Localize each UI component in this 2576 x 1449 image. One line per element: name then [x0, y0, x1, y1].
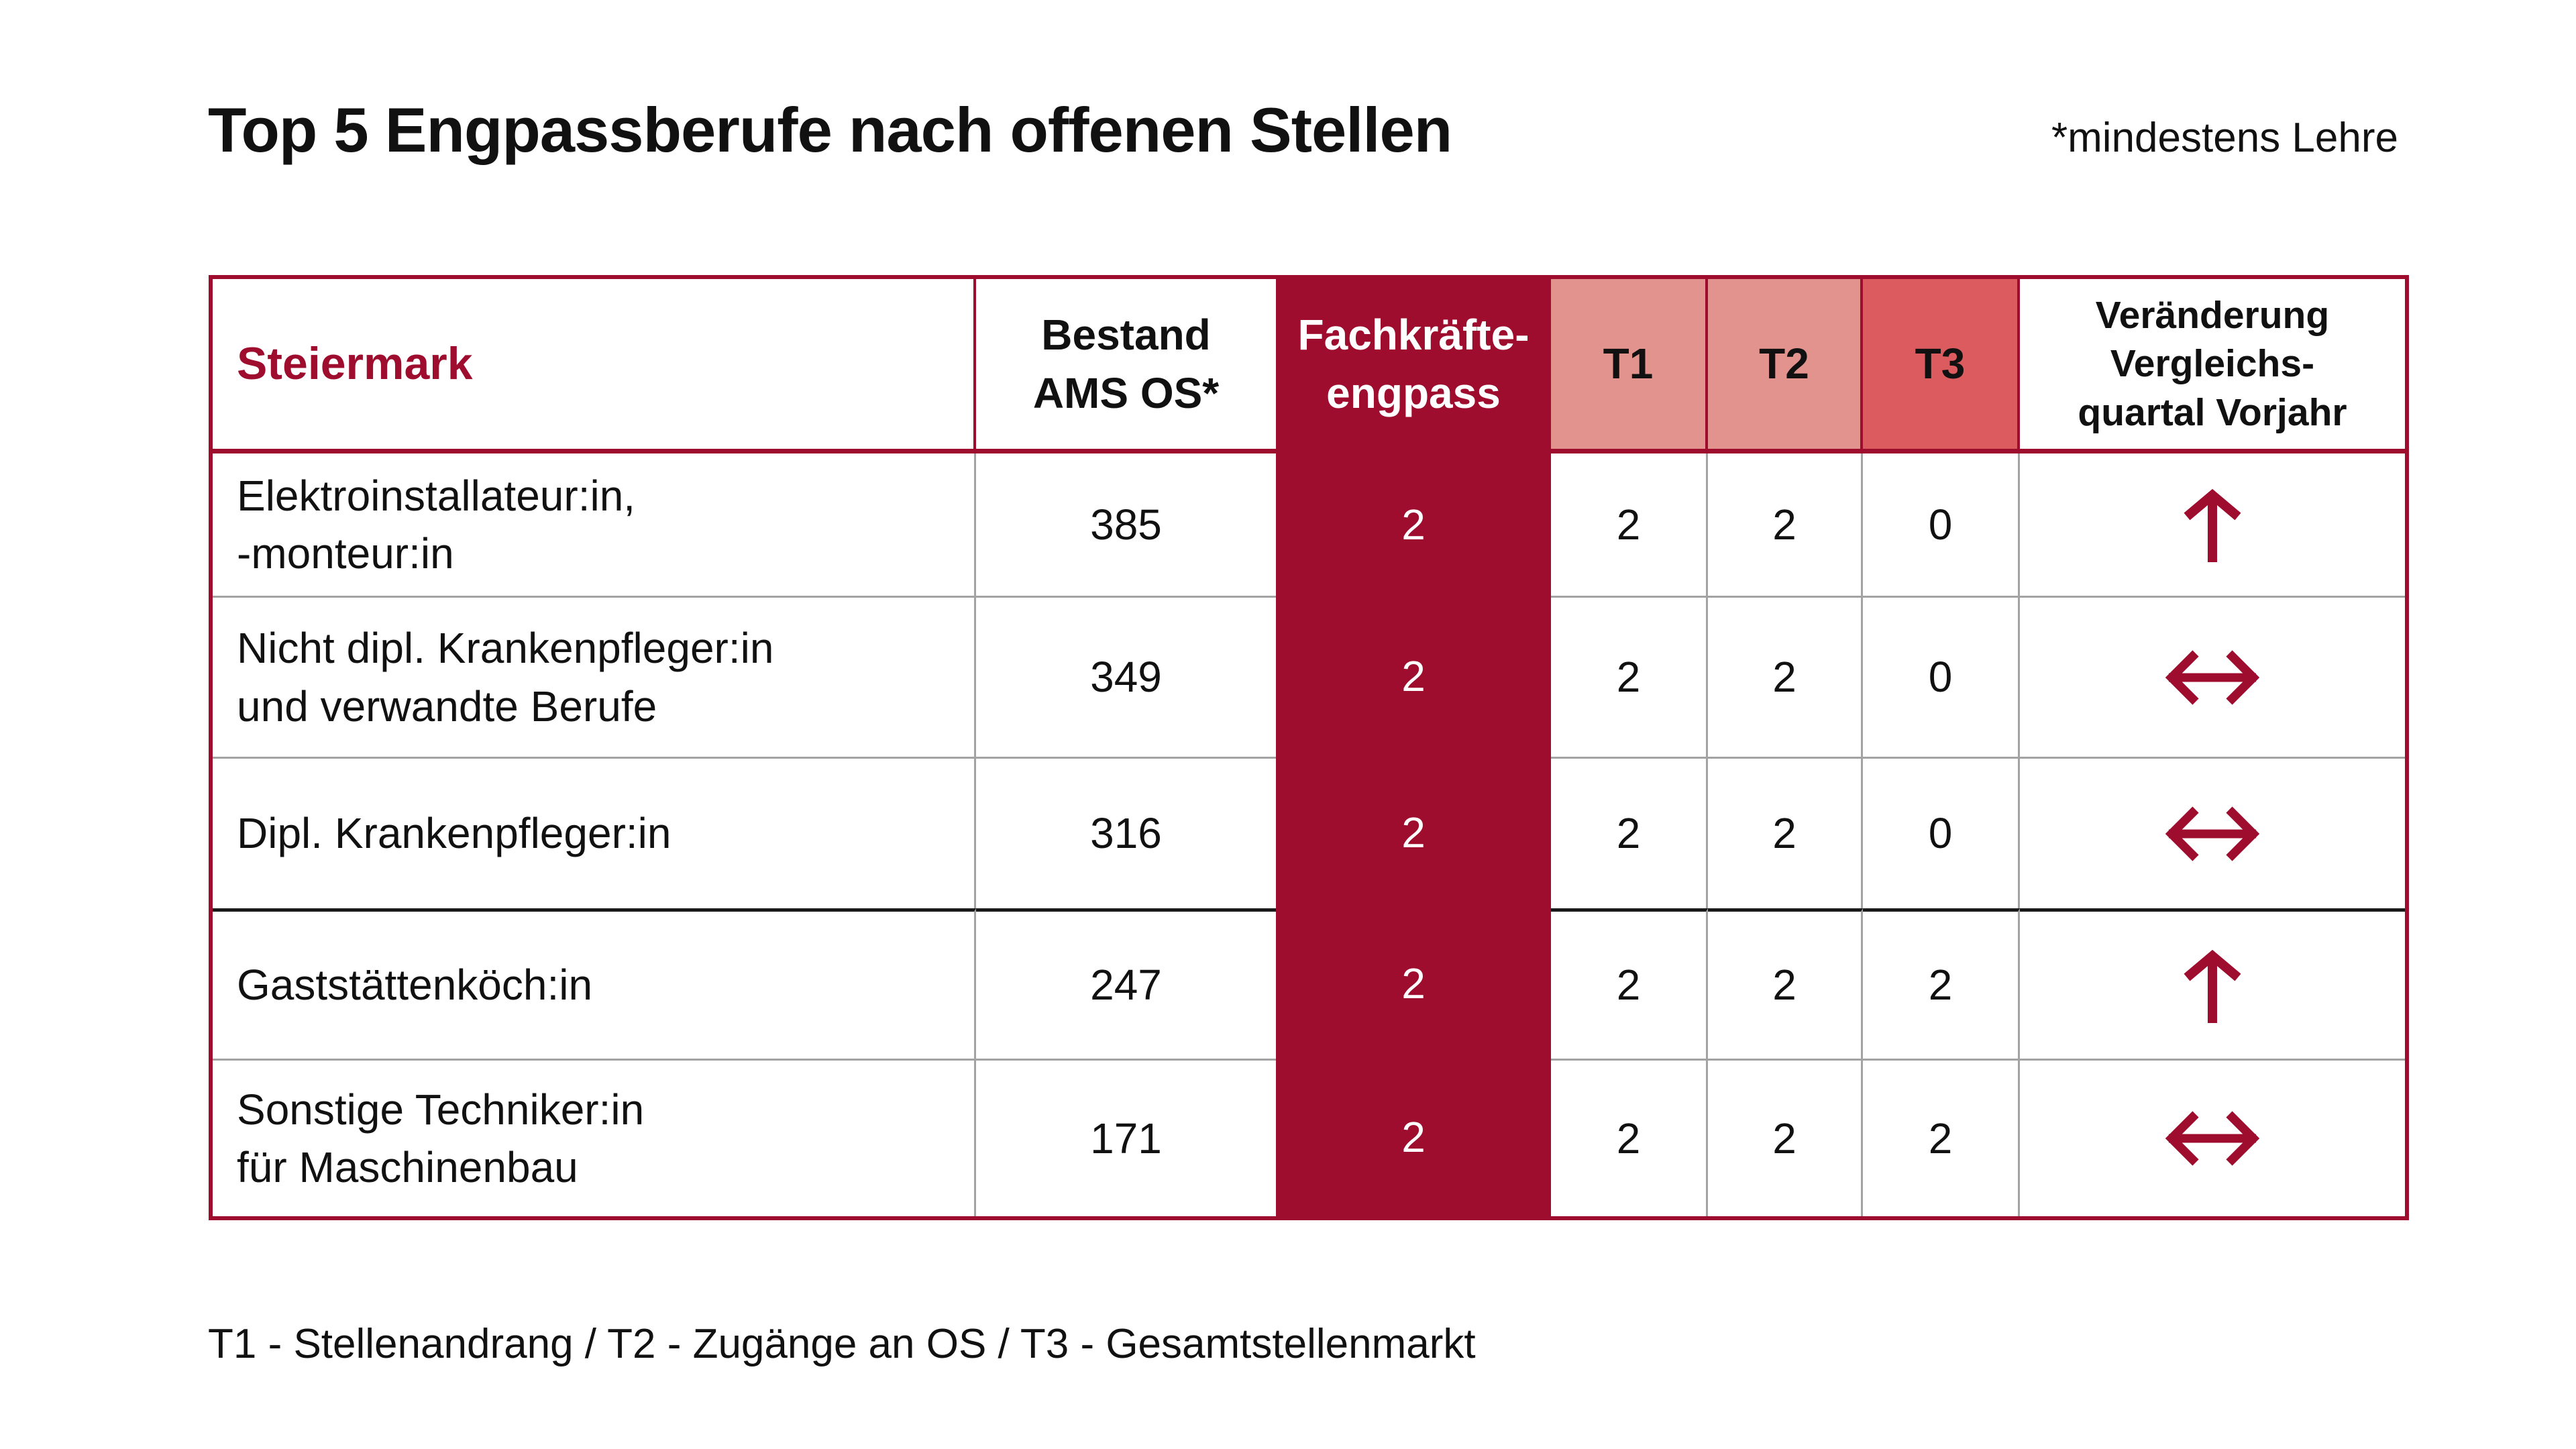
row-3-t3: 2 [1863, 908, 2020, 1059]
row-3-t1: 2 [1551, 908, 1708, 1059]
col-header-veraenderung: Veränderung Vergleichs- quartal Vorjahr [2020, 279, 2405, 453]
row-0-t2: 2 [1708, 453, 1863, 596]
col-header-t1: T1 [1551, 279, 1708, 453]
row-3-engpass: 2 [1276, 908, 1551, 1059]
trend-steady-icon [2165, 1111, 2260, 1166]
row-0-t1: 2 [1551, 453, 1708, 596]
row-4-beruf: Sonstige Techniker:in für Maschinenbau [213, 1059, 976, 1216]
row-4-bestand: 171 [976, 1059, 1276, 1216]
row-4-engpass: 2 [1276, 1059, 1551, 1216]
row-0-bestand: 385 [1090, 500, 1162, 549]
col-header-bestand: Bestand AMS OS* [976, 279, 1276, 453]
row-1-bestand: 349 [976, 596, 1276, 757]
row-0-t3: 0 [1863, 453, 2020, 596]
row-4-t1: 2 [1551, 1059, 1708, 1216]
row-1-beruf: Nicht dipl. Krankenpfleger:in und verwan… [213, 596, 976, 757]
row-1-t1: 2 [1551, 596, 1708, 757]
row-1-trend [2020, 596, 2405, 757]
row-2-trend [2020, 757, 2405, 908]
row-2-t1: 2 [1551, 757, 1708, 908]
row-1-t3: 0 [1863, 596, 2020, 757]
region-label: Steiermark [213, 279, 976, 453]
row-1-t2: 2 [1708, 596, 1863, 757]
row-3-trend [2020, 908, 2405, 1059]
col-header-t3: T3 [1863, 279, 2020, 453]
col-header-t2: T2 [1708, 279, 1863, 453]
row-4-trend [2020, 1059, 2405, 1216]
row-2-engpass: 2 [1276, 757, 1551, 908]
row-2-bestand: 316 [976, 757, 1276, 908]
trend-steady-icon [2165, 649, 2260, 705]
row-3-bestand: 247 [976, 908, 1276, 1059]
row-0-beruf: Elektroinstallateur:in, -monteur:in [213, 453, 976, 596]
row-4-t3: 2 [1863, 1059, 2020, 1216]
row-4-t2: 2 [1708, 1059, 1863, 1216]
col-header-fachkraefteengpass: Fachkräfte- engpass [1276, 279, 1551, 453]
trend-up-icon [2184, 488, 2241, 562]
row-3-beruf: Gaststättenköch:in [213, 908, 976, 1059]
row-0-engpass: 2 [1276, 453, 1551, 596]
row-2-t2: 2 [1708, 757, 1863, 908]
trend-steady-icon [2165, 806, 2260, 861]
row-2-t3: 0 [1863, 757, 2020, 908]
page-title: Top 5 Engpassberufe nach offenen Stellen [208, 95, 1452, 165]
row-3-t2: 2 [1708, 908, 1863, 1059]
header-bar: Top 5 Engpassberufe nach offenen Stellen… [208, 94, 2398, 166]
min-lehre-note: *mindestens Lehre [2051, 115, 2398, 161]
row-0-trend [2020, 453, 2405, 596]
row-1-engpass: 2 [1276, 596, 1551, 757]
row-2-beruf: Dipl. Krankenpfleger:in [213, 757, 976, 908]
t-legend: T1 - Stellenandrang / T2 - Zugänge an OS… [208, 1321, 1476, 1367]
engpassberufe-table: Steiermark Bestand AMS OS* Fachkräfte- e… [209, 275, 2409, 1220]
trend-up-icon [2184, 949, 2241, 1023]
